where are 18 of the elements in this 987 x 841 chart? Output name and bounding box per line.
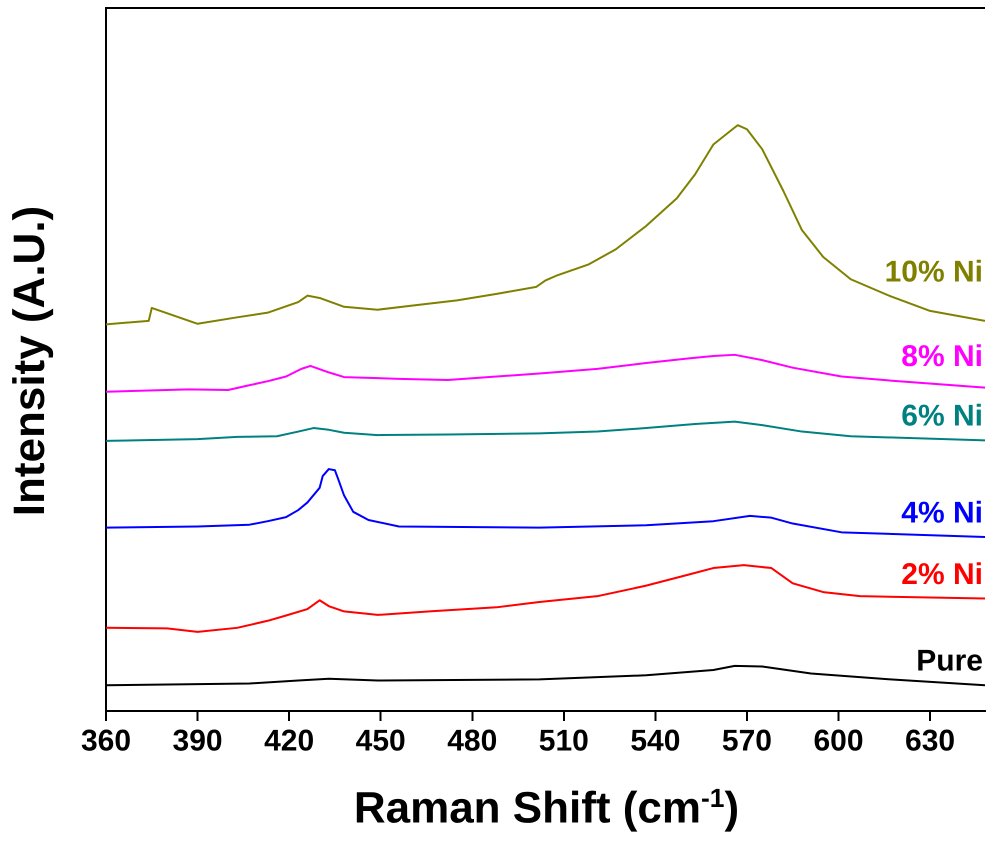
x-tick-label: 420 (264, 724, 314, 758)
series-label: 4% Ni (901, 496, 983, 530)
y-axis-title: Intensity (A.U.) (4, 204, 55, 518)
x-tick-label: 480 (447, 724, 498, 758)
series-label: 10% Ni (884, 255, 983, 288)
series-label: 6% Ni (901, 400, 983, 433)
x-tick-label: 630 (905, 724, 956, 758)
x-tick-label: 450 (356, 724, 406, 758)
x-tick-label: 510 (538, 724, 589, 758)
x-tick-label: 540 (630, 724, 680, 758)
series-label: 2% Ni (901, 558, 983, 591)
x-tick-label: 360 (80, 724, 132, 758)
x-axis-title: Raman Shift (cm$^{-1}$) (352, 782, 740, 835)
series-label: Pure (916, 644, 983, 678)
x-tick-label: 600 (813, 724, 864, 758)
x-tick-label: 390 (172, 724, 223, 758)
x-tick-label: 570 (722, 724, 772, 758)
series-label: 8% Ni (901, 340, 983, 373)
